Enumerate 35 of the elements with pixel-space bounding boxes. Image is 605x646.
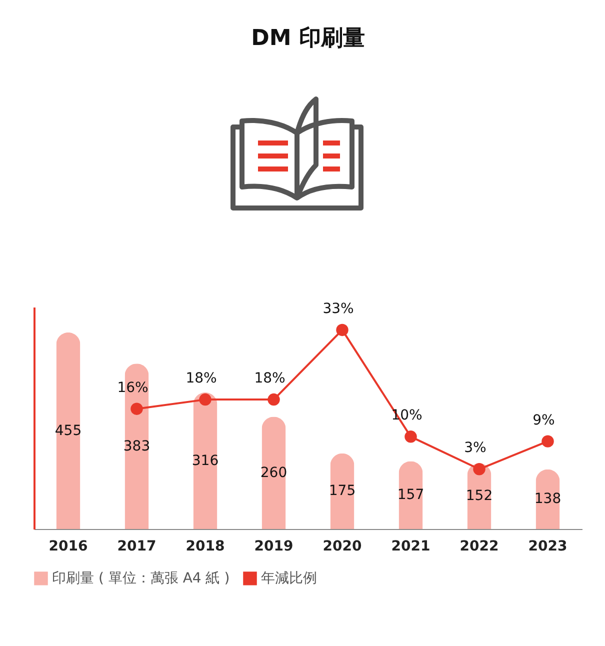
- data-label: 33%: [322, 300, 354, 317]
- data-label: 18%: [254, 370, 286, 387]
- bar: [193, 392, 218, 529]
- chart-title: DM 印刷量: [251, 26, 365, 51]
- point: [336, 324, 348, 336]
- data-label: 260: [260, 464, 288, 481]
- data-label: 157: [397, 487, 424, 504]
- data-label: 9%: [532, 412, 555, 428]
- point: [199, 393, 212, 406]
- x-tick-label: 2023: [528, 538, 568, 554]
- data-label: 138: [534, 491, 562, 508]
- point: [404, 430, 417, 443]
- data-label: 175: [328, 483, 356, 500]
- point: [473, 463, 486, 476]
- data-label: 3%: [464, 440, 486, 456]
- legend-label: 印刷量 ( 單位：萬張 A4 紙 ): [52, 570, 230, 586]
- bar: [56, 332, 80, 529]
- data-label: 152: [466, 488, 493, 504]
- x-tick-label: 2019: [254, 538, 294, 554]
- data-label: 383: [123, 438, 150, 454]
- x-tick-label: 2016: [48, 538, 88, 554]
- x-tick-label: 2018: [186, 538, 225, 554]
- bar: [262, 416, 286, 529]
- x-tick-label: 2020: [322, 538, 362, 554]
- data-label: 16%: [117, 380, 148, 396]
- legend-label: 年減比例: [261, 570, 317, 586]
- data-label: 18%: [186, 370, 217, 387]
- point: [542, 435, 554, 448]
- point: [268, 393, 280, 406]
- point: [130, 402, 143, 415]
- x-tick-label: 2022: [460, 538, 499, 554]
- data-label: 316: [192, 452, 219, 469]
- x-tick-label: 2021: [391, 538, 430, 554]
- data-label: 455: [54, 422, 82, 439]
- x-tick-label: 2017: [117, 538, 156, 554]
